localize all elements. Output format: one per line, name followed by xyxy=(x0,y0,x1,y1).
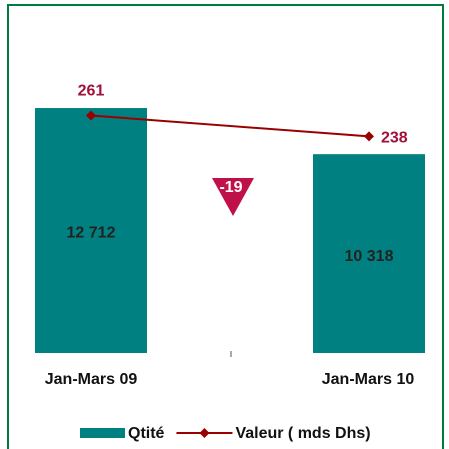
bar xyxy=(313,154,425,353)
line-value-label: 261 xyxy=(78,83,105,100)
bar-value-label: 10 318 xyxy=(345,248,394,265)
line xyxy=(90,114,370,138)
legend-swatch xyxy=(80,428,125,438)
line-marker xyxy=(86,110,96,121)
bar xyxy=(35,108,147,353)
x-tick-label: Jan-Mars 10 xyxy=(322,371,415,388)
line-value-label: 238 xyxy=(381,130,408,147)
legend-label: Qtité xyxy=(128,425,165,442)
line-marker xyxy=(364,131,374,142)
bar-value-label: 12 712 xyxy=(67,225,116,242)
frame xyxy=(7,4,444,449)
annotation-label: -19 xyxy=(219,179,242,196)
legend-marker xyxy=(199,428,210,438)
legend-label: Valeur ( mds Dhs) xyxy=(235,425,370,442)
x-tick-label: Jan-Mars 09 xyxy=(45,371,138,388)
annotation-triangle xyxy=(212,178,254,216)
